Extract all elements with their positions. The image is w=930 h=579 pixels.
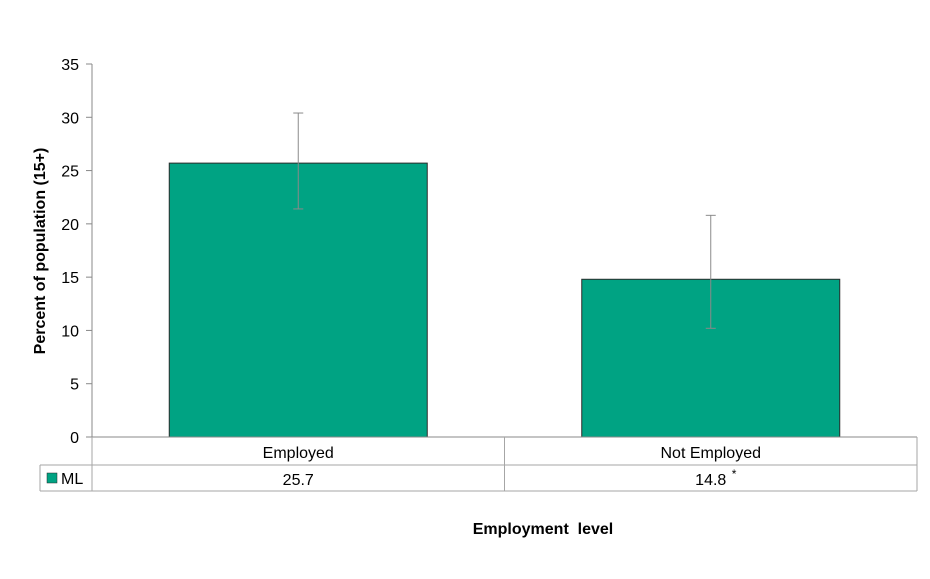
- x-axis-title: Employment level: [473, 521, 614, 538]
- y-tick-label: 15: [61, 270, 79, 287]
- legend-label: ML: [61, 471, 83, 488]
- significance-mark: *: [732, 467, 737, 481]
- y-tick-label: 25: [61, 164, 79, 181]
- y-axis-title: Percent of population (15+): [32, 148, 49, 355]
- y-tick-label: 5: [70, 377, 79, 394]
- legend-swatch: [46, 472, 58, 484]
- y-tick-label: 10: [61, 323, 79, 340]
- bars: [168, 162, 841, 438]
- y-tick-label: 0: [70, 430, 79, 447]
- y-tick-label: 20: [61, 217, 79, 234]
- data-label: 14.8: [695, 472, 726, 489]
- data-table: Employed Not Employed ML 25.7 14.8 *: [39, 436, 918, 492]
- y-axis-ticks: 0 5 10 15 20 25 30 35: [61, 57, 92, 447]
- data-label: 25.7: [283, 472, 314, 489]
- y-tick-label: 35: [61, 57, 79, 74]
- category-label: Employed: [263, 445, 334, 462]
- category-label: Not Employed: [661, 445, 762, 462]
- y-tick-label: 30: [61, 110, 79, 127]
- error-bars: [293, 112, 716, 329]
